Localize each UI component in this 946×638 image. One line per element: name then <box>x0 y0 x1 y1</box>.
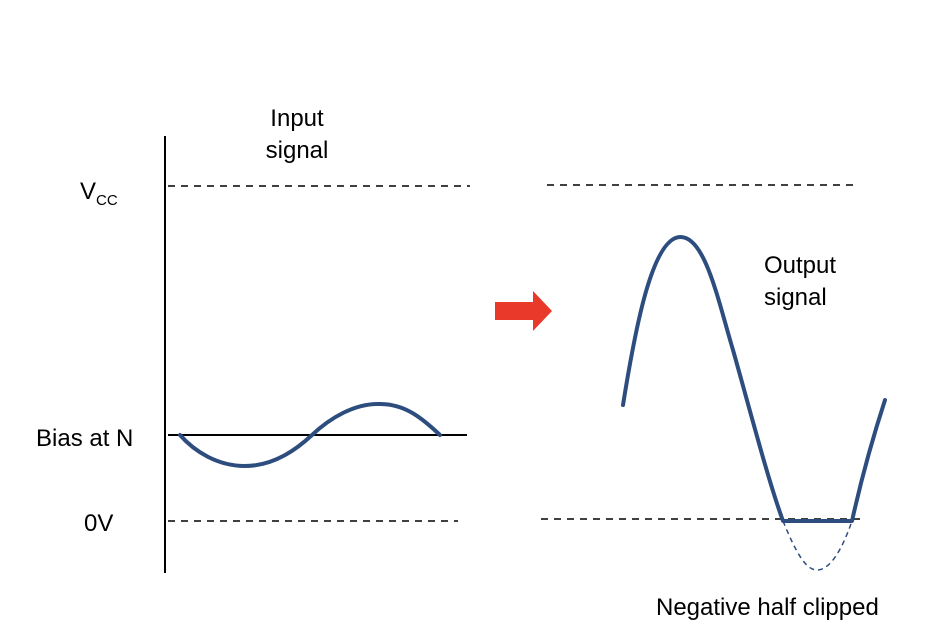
output-title-line1: Output <box>764 252 837 279</box>
clipped-portion-dashed <box>782 520 853 571</box>
output-title-line2: signal <box>764 284 827 311</box>
vcc-label-main: V <box>80 178 97 205</box>
clip-caption: Negative half clipped <box>656 594 879 621</box>
input-signal-wave <box>178 401 442 469</box>
input-title-line1: Input <box>270 105 324 132</box>
output-signal-title: Output signal <box>764 250 836 314</box>
input-signal-title: Input signal <box>252 103 342 167</box>
transfer-arrow <box>495 291 552 331</box>
output-signal-wave <box>621 234 887 523</box>
output-panel <box>541 184 887 571</box>
red-arrow-icon <box>495 291 552 331</box>
bias-label: Bias at N <box>36 425 134 452</box>
vcc-label: VCC <box>80 176 118 211</box>
input-panel <box>164 136 470 573</box>
input-title-line2: signal <box>265 137 329 164</box>
vcc-label-sub: CC <box>96 192 118 209</box>
zero-volt-label: 0V <box>84 510 114 537</box>
